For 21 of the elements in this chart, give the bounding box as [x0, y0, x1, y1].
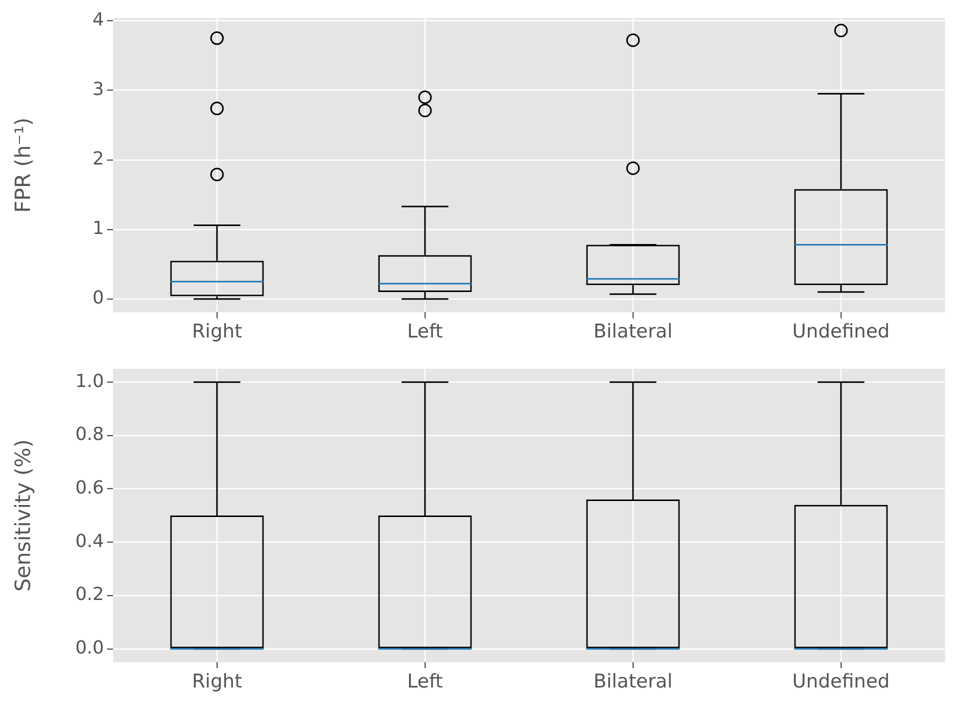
x-tick-label: Bilateral — [593, 670, 673, 693]
x-tick-label: Undefined — [792, 320, 890, 343]
y-tick-label: 0.4 — [75, 530, 104, 552]
y-tick-label: 0.8 — [75, 424, 104, 446]
y-tick-label: 0.6 — [75, 478, 104, 498]
x-tick-label: Left — [407, 670, 443, 693]
y-tick-label: 3 — [92, 79, 104, 100]
y-axis-title: FPR (h⁻¹) — [11, 117, 36, 213]
x-tick-label: Right — [192, 320, 242, 343]
y-tick-label: 0 — [92, 288, 104, 309]
y-tick-label: 0.2 — [75, 584, 104, 606]
x-tick-label: Undefined — [792, 670, 890, 693]
y-tick-label: 4 — [92, 9, 104, 30]
y-tick-label: 1 — [92, 218, 104, 240]
x-tick-label: Right — [192, 670, 242, 693]
y-tick-label: 1.0 — [75, 370, 104, 392]
y-tick-label: 2 — [92, 148, 104, 170]
x-tick-label: Bilateral — [593, 320, 673, 343]
y-axis-title: Sensitivity (%) — [11, 439, 36, 592]
y-tick-label: 0.0 — [75, 638, 104, 659]
x-tick-label: Left — [407, 320, 443, 343]
